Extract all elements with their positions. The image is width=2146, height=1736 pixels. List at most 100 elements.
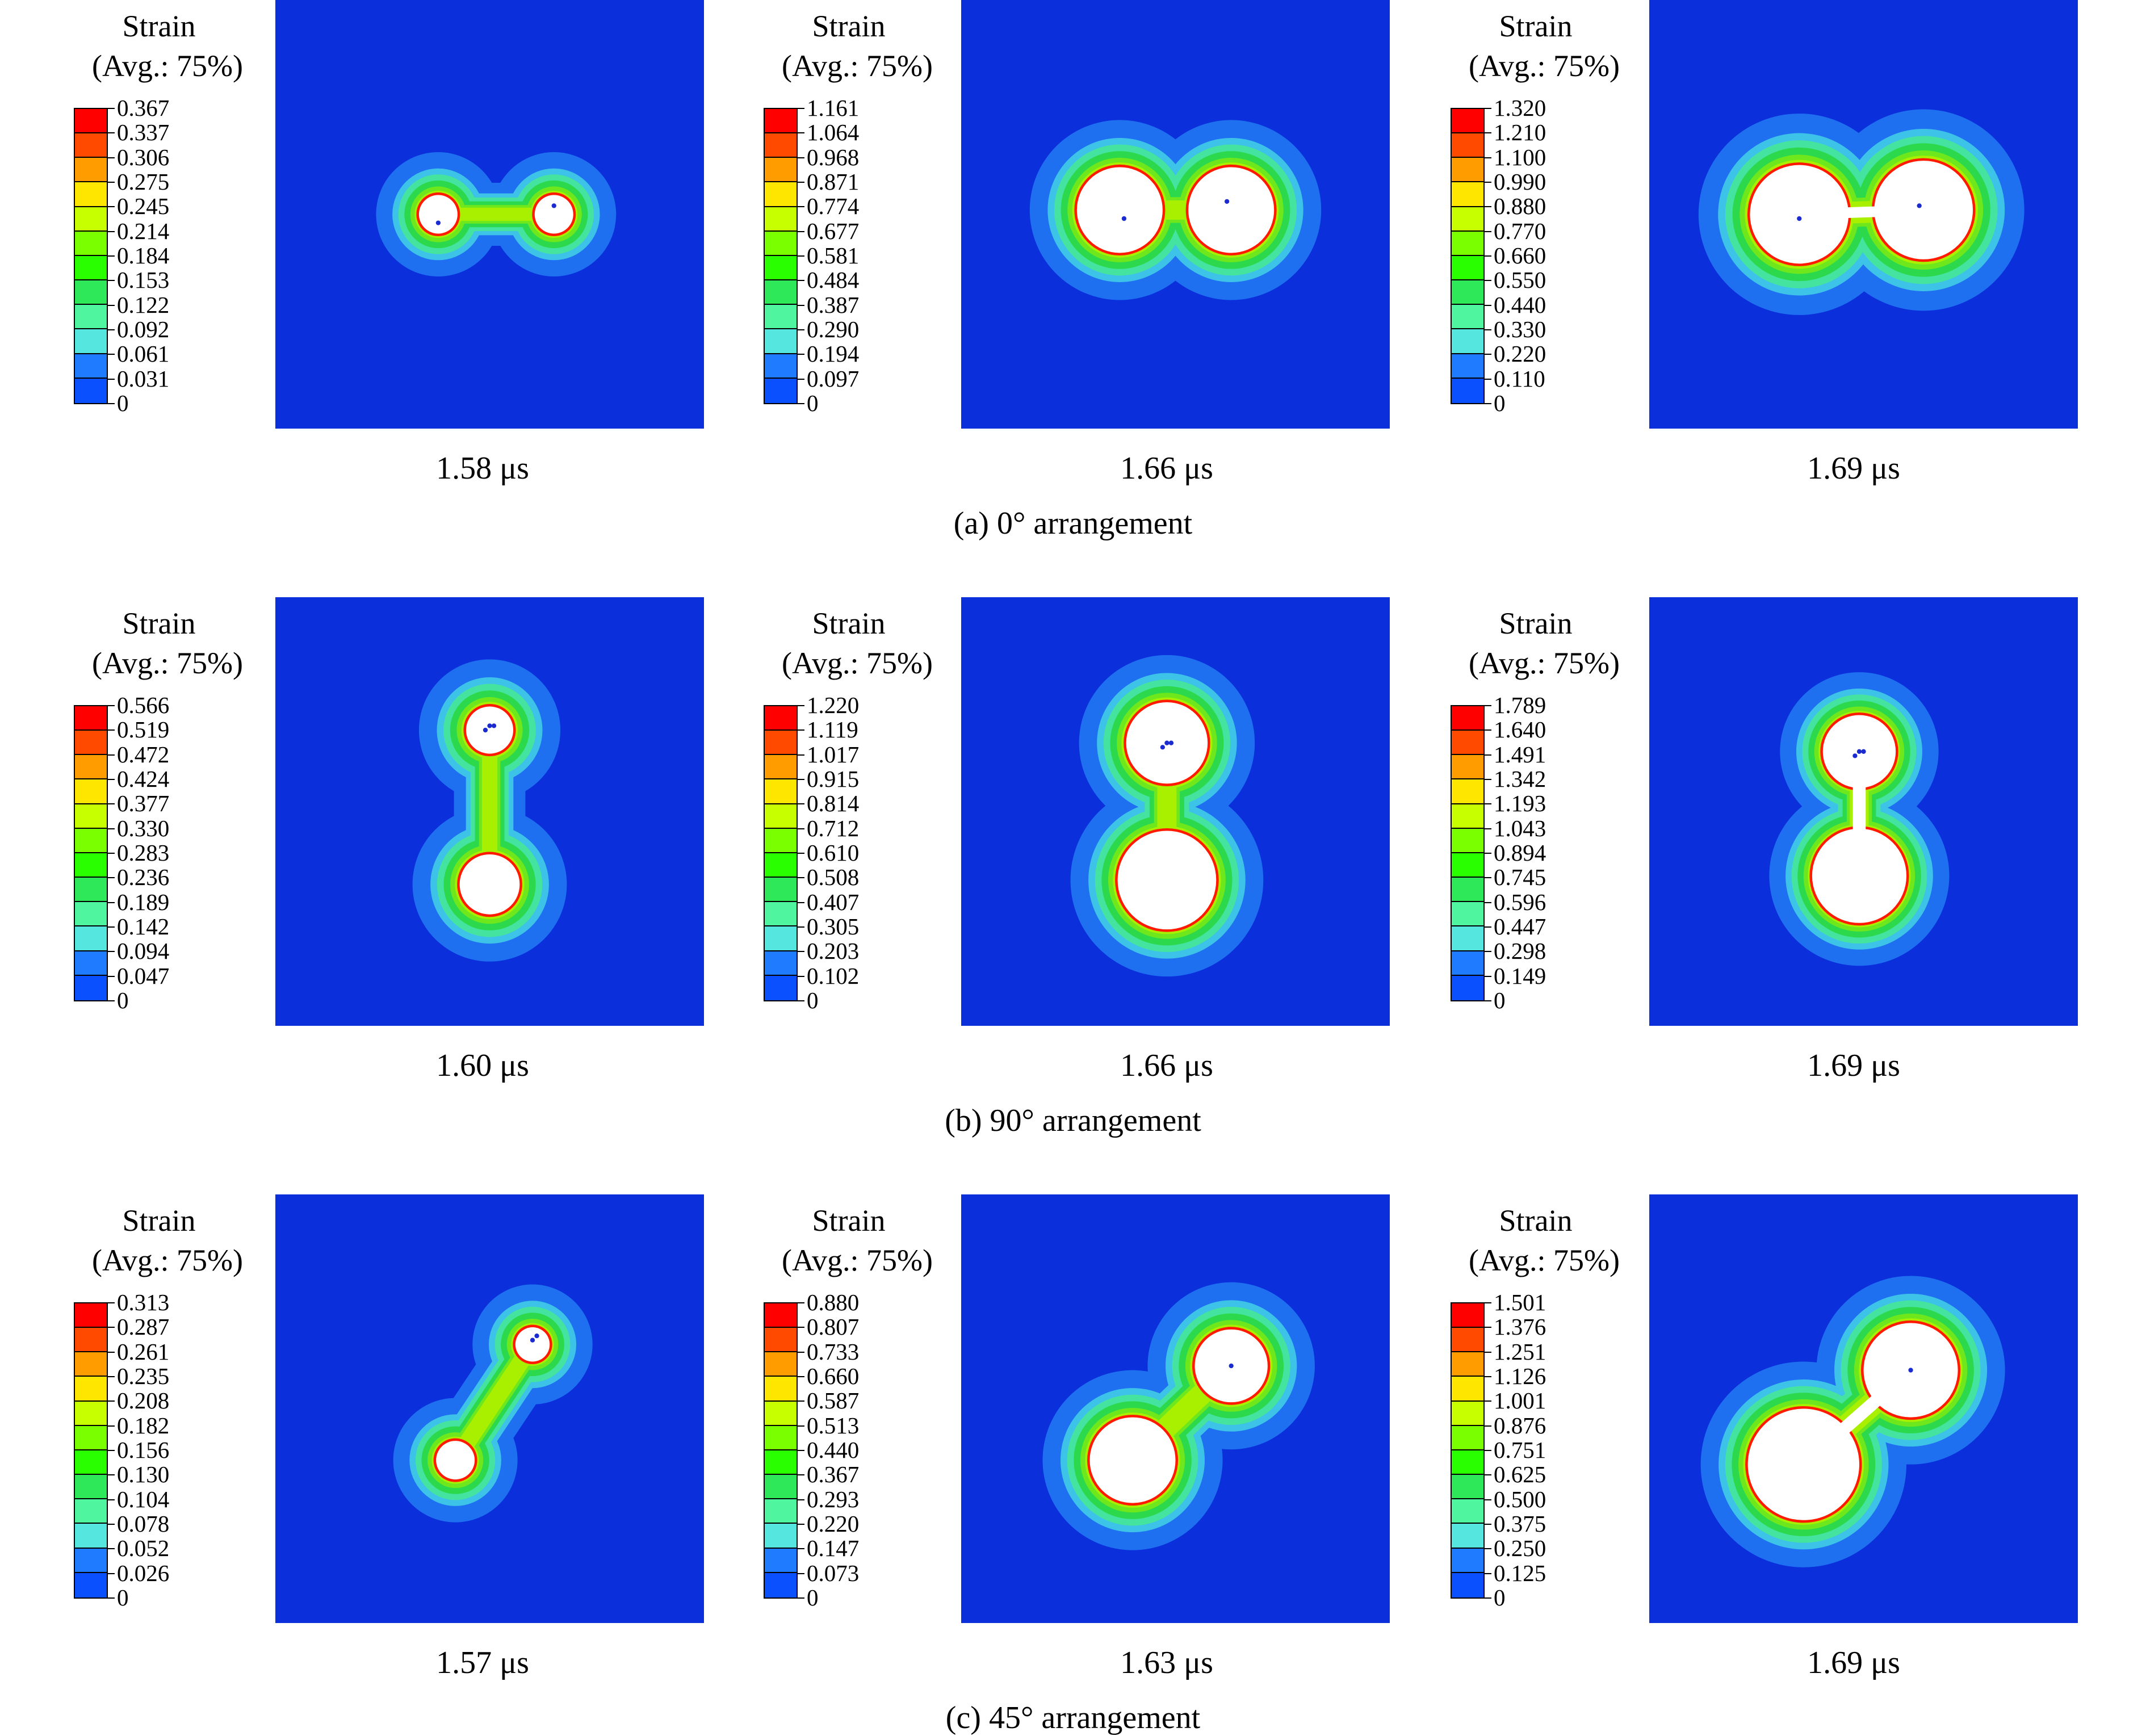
row-caption: (a) 0° arrangement [953,506,1193,541]
legend-level-label: 0 [807,390,819,416]
legend-swatch [75,1328,107,1353]
legend-level-label: 0.880 [1494,193,1546,220]
legend-swatch [765,926,797,951]
legend-level-label: 0.337 [117,119,170,146]
legend-swatch [765,878,797,903]
legend-tick [1483,1302,1491,1303]
hole [1076,167,1163,253]
legend-level-label: 0.660 [1494,242,1546,269]
legend-level-label: 0.387 [807,291,860,318]
fragment-dot [487,723,492,728]
hole [1812,828,1906,923]
legend-swatch [75,207,107,232]
hole [1750,165,1849,264]
legend-title: Strain [122,1204,196,1238]
legend-tick [107,1548,115,1550]
legend-level-label: 1.193 [1494,790,1546,817]
legend-swatch [1452,1401,1483,1426]
legend-tick [797,926,804,928]
legend-subtitle: (Avg.: 75%) [782,49,933,83]
legend-subtitle: (Avg.: 75%) [1469,49,1620,83]
legend-swatch [765,1303,797,1328]
legend-tick [107,1000,115,1001]
legend-level-label: 0.149 [1494,962,1546,989]
fragment-dot [1121,216,1127,221]
legend-level-label: 0.660 [807,1363,860,1389]
legend-tick [1483,853,1491,854]
legend-level-label: 0.596 [1494,888,1546,915]
legend-swatch [765,280,797,305]
legend-level-label: 1.501 [1494,1289,1546,1315]
legend-swatch [75,1401,107,1426]
band-neck [438,207,554,221]
legend-swatch [1452,305,1483,330]
hole [1188,167,1275,253]
legend-level-label: 0.250 [1494,1535,1546,1562]
legend-level-label: 0 [1494,987,1506,1013]
legend-level-label: 0.031 [117,365,170,392]
time-label: 1.57 μs [436,1645,529,1680]
legend-tick [797,1302,804,1303]
legend-tick [107,1524,115,1525]
legend-level-label: 0.990 [1494,169,1546,195]
legend-level-label: 1.251 [1494,1338,1546,1365]
legend-swatch [75,1499,107,1524]
legend-swatch [1452,951,1483,976]
legend-tick [797,230,804,232]
legend-level-label: 0.287 [117,1314,170,1340]
legend-level-label: 0.610 [807,840,860,866]
legend-level-label: 0.484 [807,267,860,293]
legend-tick [797,754,804,756]
legend-level-label: 0.814 [807,790,860,817]
legend-tick [1483,157,1491,158]
legend-tick [107,1425,115,1427]
legend-level-label: 0.156 [117,1437,170,1463]
legend-level-label: 0.625 [1494,1461,1546,1488]
legend-swatch [765,828,797,853]
legend-swatch [75,1475,107,1500]
legend-tick [107,779,115,780]
legend-swatch [75,731,107,756]
legend-title: Strain [1499,1204,1573,1238]
legend-level-label: 0 [117,1584,129,1611]
strain-contour-plot [961,0,1390,429]
legend-swatch [1452,828,1483,853]
fragment-dot [1797,216,1802,221]
legend-tick [797,304,804,306]
legend-tick [1483,108,1491,109]
hole [515,1327,550,1362]
legend-tick [107,304,115,306]
legend-swatch [765,951,797,976]
legend-tick [797,901,804,903]
legend-tick [107,951,115,953]
legend-level-label: 0.751 [1494,1437,1546,1463]
legend-level-label: 0.220 [807,1511,860,1537]
legend-level-label: 0.298 [1494,938,1546,965]
legend-swatch [1452,975,1483,1000]
legend-level-label: 0.745 [1494,864,1546,891]
legend-swatch [75,1377,107,1402]
legend-swatch [765,706,797,731]
legend-tick [107,853,115,854]
legend-tick [797,1597,804,1599]
legend-level-label: 0.189 [117,888,170,915]
legend-tick [107,132,115,134]
legend-tick [107,157,115,158]
fragment-dot [1168,740,1174,745]
legend-swatch [1452,1548,1483,1573]
legend-swatch [75,280,107,305]
legend-tick [1483,1548,1491,1550]
legend-tick [107,182,115,183]
legend-tick [797,1573,804,1574]
legend-tick [797,1548,804,1550]
legend-tick [107,280,115,282]
legend-swatch [765,158,797,183]
legend-swatch [75,255,107,281]
legend-level-label: 0.261 [117,1338,170,1365]
fragment-dot [534,1333,539,1339]
legend-tick [107,705,115,706]
legend-tick [797,1400,804,1402]
legend-level-label: 0.968 [807,144,860,170]
legend-swatch [765,255,797,281]
legend-swatch [765,1524,797,1549]
